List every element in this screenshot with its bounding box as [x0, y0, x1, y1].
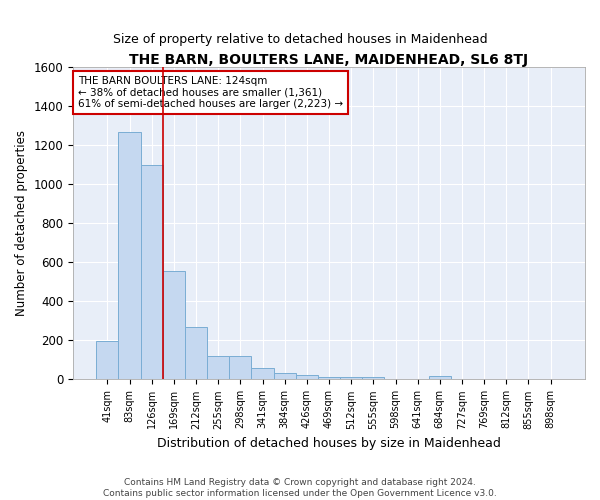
Text: Contains HM Land Registry data © Crown copyright and database right 2024.
Contai: Contains HM Land Registry data © Crown c…	[103, 478, 497, 498]
Bar	[207, 356, 229, 380]
Bar	[340, 376, 362, 380]
Bar	[229, 356, 251, 380]
Bar	[429, 376, 451, 380]
Bar	[118, 132, 140, 380]
Text: THE BARN BOULTERS LANE: 124sqm
← 38% of detached houses are smaller (1,361)
61% : THE BARN BOULTERS LANE: 124sqm ← 38% of …	[78, 76, 343, 109]
Text: Size of property relative to detached houses in Maidenhead: Size of property relative to detached ho…	[113, 32, 487, 46]
Bar	[296, 375, 318, 380]
X-axis label: Distribution of detached houses by size in Maidenhead: Distribution of detached houses by size …	[157, 437, 501, 450]
Bar	[318, 376, 340, 380]
Y-axis label: Number of detached properties: Number of detached properties	[15, 130, 28, 316]
Bar	[163, 271, 185, 380]
Bar	[140, 165, 163, 380]
Bar	[274, 372, 296, 380]
Bar	[362, 377, 385, 380]
Bar	[251, 368, 274, 380]
Title: THE BARN, BOULTERS LANE, MAIDENHEAD, SL6 8TJ: THE BARN, BOULTERS LANE, MAIDENHEAD, SL6…	[130, 52, 529, 66]
Bar	[185, 327, 207, 380]
Bar	[96, 340, 118, 380]
